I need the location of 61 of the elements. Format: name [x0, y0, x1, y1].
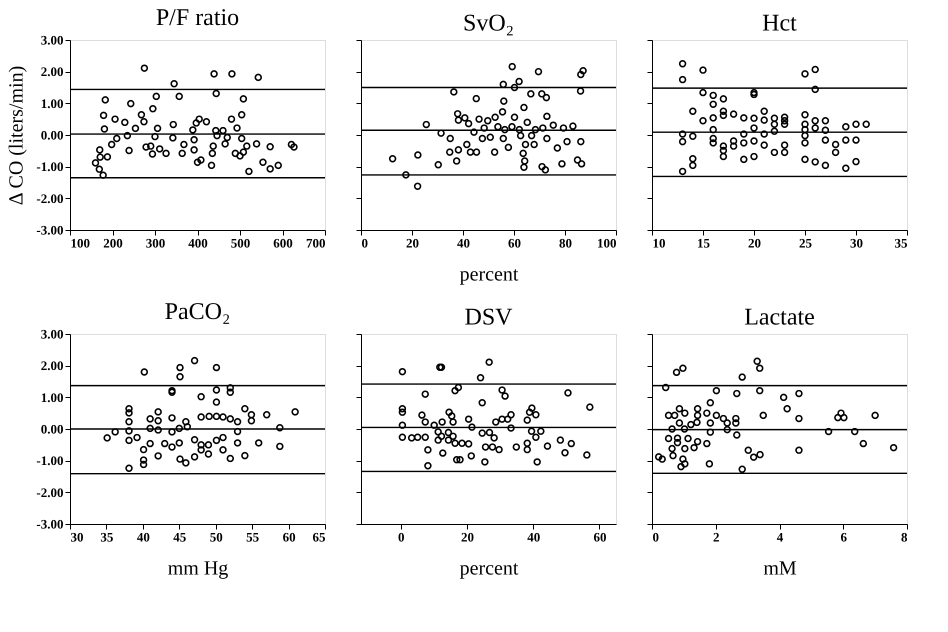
x-tick-label: 25 [799, 236, 812, 250]
y-tick-label: -2.00 [36, 190, 64, 206]
x-tick-label: 60 [508, 236, 521, 250]
x-tick-label: 0 [652, 530, 659, 544]
y-tick-label: 3.00 [40, 326, 64, 342]
y-tick-label: 2.00 [40, 64, 64, 80]
x-axis-title: percent [460, 264, 519, 286]
x-tick-label: 20 [748, 236, 761, 250]
x-tick-label: 40 [136, 530, 150, 544]
x-tick-label: 40 [527, 530, 540, 544]
x-tick-label: 65 [312, 530, 326, 544]
x-tick-label: 15 [697, 236, 710, 250]
x-tick-label: 55 [246, 530, 260, 544]
x-tick-label: 0 [362, 236, 368, 250]
x-tick-label: 20 [460, 530, 474, 544]
y-tick-label: 0.00 [40, 128, 64, 142]
x-tick-label: 8 [901, 530, 908, 544]
x-tick-label: 500 [230, 236, 250, 250]
y-tick-label: 0.00 [40, 422, 64, 436]
x-tick-label: 400 [188, 236, 208, 250]
x-tick-label: 4 [776, 530, 784, 544]
x-tick-label: 45 [173, 530, 187, 544]
x-tick-label: 30 [70, 530, 84, 544]
x-tick-label: 10 [652, 236, 666, 250]
x-tick-label: 300 [146, 236, 166, 250]
chart-title: Hct [762, 10, 798, 36]
y-tick-label: -1.00 [36, 159, 64, 174]
x-tick-label: 700 [306, 236, 326, 250]
x-axis-title: mm Hg [168, 558, 228, 580]
y-tick-label: -1.00 [36, 453, 64, 468]
x-tick-label: 6 [840, 530, 848, 544]
chart-title: P/F ratio [156, 5, 240, 31]
y-axis-title: Δ CO (liters/min) [5, 66, 28, 206]
x-axis-title: mM [763, 558, 797, 580]
x-tick-label: 0 [398, 530, 404, 544]
chart-title: PaCO₂ [164, 299, 230, 325]
y-tick-label: -3.00 [36, 222, 64, 238]
x-tick-label: 100 [70, 236, 90, 250]
x-tick-label: 200 [103, 236, 123, 250]
y-tick-label: 1.00 [40, 390, 64, 405]
x-tick-label: 35 [100, 530, 114, 544]
x-tick-label: 2 [713, 530, 720, 544]
chart-title: DSV [464, 304, 514, 330]
x-tick-label: 60 [282, 530, 296, 544]
x-tick-label: 40 [457, 236, 470, 250]
y-tick-label: -2.00 [36, 484, 64, 500]
x-tick-label: 80 [559, 236, 572, 250]
y-tick-label: 2.00 [40, 358, 64, 374]
y-tick-label: 3.00 [40, 32, 64, 48]
x-tick-label: 30 [850, 236, 863, 250]
x-tick-label: 60 [593, 530, 606, 544]
y-tick-label: -3.00 [36, 516, 64, 532]
chart-title: Lactate [744, 304, 815, 330]
x-axis-title: percent [460, 558, 519, 580]
chart-title: SvO₂ [462, 10, 514, 36]
x-tick-label: 20 [406, 236, 419, 250]
y-tick-label: 1.00 [40, 96, 64, 111]
x-tick-label: 35 [894, 236, 908, 250]
x-tick-label: 600 [273, 236, 293, 250]
x-tick-label: 50 [210, 530, 223, 544]
x-tick-label: 100 [597, 236, 616, 250]
